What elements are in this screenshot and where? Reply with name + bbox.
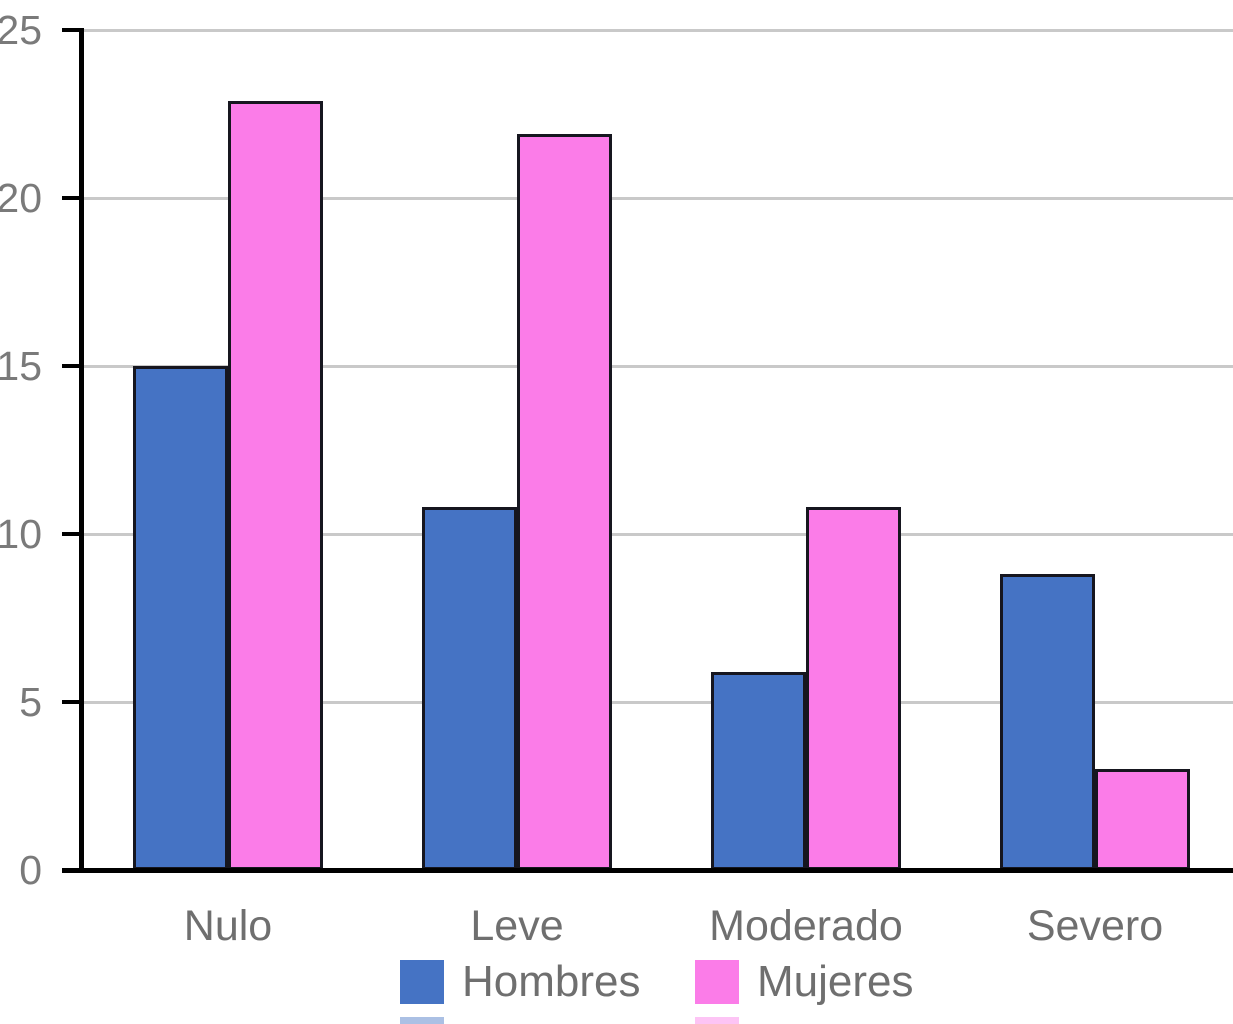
category-label-nulo: Nulo — [183, 902, 273, 950]
y-axis-tick-15 — [62, 364, 83, 368]
bar-hombres-moderado — [711, 672, 806, 870]
y-axis-tick-5 — [62, 700, 83, 704]
bar-hombres-nulo — [133, 366, 228, 870]
legend-swatch-hombres — [400, 960, 444, 1004]
cropped-legend-row-artifact-mujeres — [695, 1017, 739, 1024]
legend-label-hombres: Hombres — [462, 957, 641, 1006]
y-tick-label-25: 25 — [0, 7, 42, 53]
bar-mujeres-leve — [517, 134, 612, 870]
category-label-severo: Severo — [1026, 902, 1164, 950]
cropped-legend-row-artifact-hombres — [400, 1017, 444, 1024]
y-tick-label-5: 5 — [19, 679, 42, 725]
bar-mujeres-severo — [1095, 769, 1190, 870]
bar-mujeres-nulo — [228, 101, 323, 870]
gridline-5 — [83, 700, 1233, 704]
gridline-15 — [83, 364, 1233, 368]
x-axis — [62, 868, 1233, 873]
y-tick-label-0: 0 — [19, 847, 42, 893]
y-axis-tick-20 — [62, 196, 83, 200]
legend-label-mujeres: Mujeres — [757, 957, 914, 1006]
y-axis-tick-25 — [62, 28, 83, 32]
gridline-25 — [83, 28, 1233, 32]
gridline-10 — [83, 532, 1233, 536]
gridline-20 — [83, 196, 1233, 200]
bar-hombres-severo — [1000, 574, 1095, 870]
y-tick-label-20: 20 — [0, 175, 42, 221]
bar-hombres-leve — [422, 507, 517, 870]
y-tick-label-10: 10 — [0, 511, 42, 557]
y-axis-tick-10 — [62, 532, 83, 536]
legend-swatch-mujeres — [695, 960, 739, 1004]
y-axis — [79, 28, 84, 873]
bar-mujeres-moderado — [806, 507, 901, 870]
category-label-moderado: Moderado — [709, 902, 903, 950]
category-label-leve: Leve — [470, 902, 564, 950]
y-tick-label-15: 15 — [0, 343, 42, 389]
